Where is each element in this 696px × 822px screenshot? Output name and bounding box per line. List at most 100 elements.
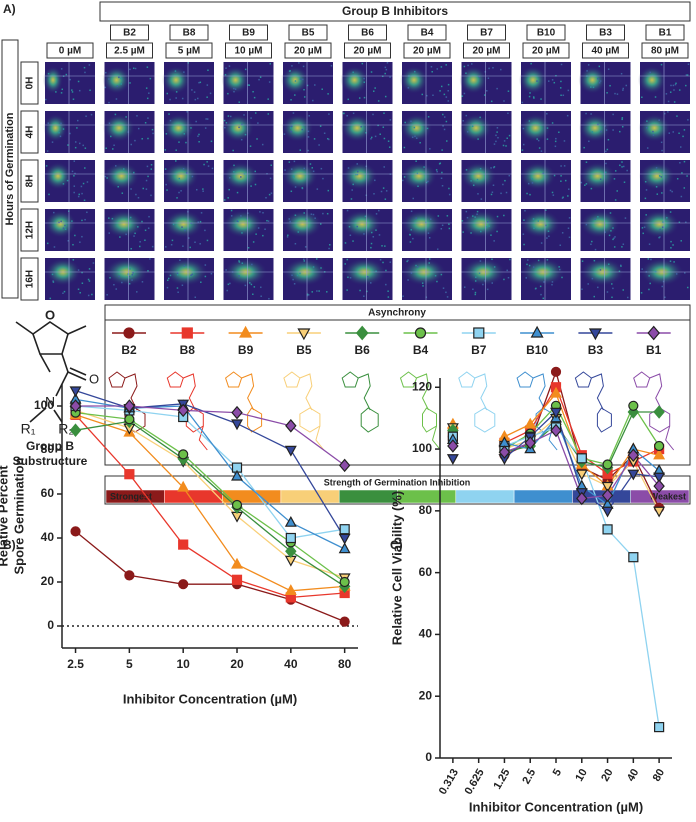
heatmap-dot bbox=[129, 82, 131, 84]
heatmap-dot bbox=[676, 178, 679, 180]
heatmap-dot bbox=[474, 280, 477, 282]
heatmap-dot bbox=[152, 132, 154, 135]
heatmap-dot bbox=[147, 137, 149, 140]
data-point bbox=[178, 449, 189, 460]
heatmap-dot bbox=[496, 87, 498, 90]
heatmap-dot bbox=[614, 92, 616, 95]
heatmap-dot bbox=[84, 71, 86, 74]
heatmap-dot bbox=[560, 180, 562, 182]
heatmap-dot bbox=[119, 236, 121, 238]
heatmap-dot bbox=[141, 138, 143, 140]
heatmap-dot bbox=[346, 258, 349, 261]
x-axis-label: Inhibitor Concentration (µM) bbox=[123, 691, 297, 706]
heatmap-dot bbox=[347, 276, 349, 279]
heatmap-dot bbox=[299, 272, 301, 275]
data-point bbox=[124, 414, 135, 425]
concentration-box bbox=[284, 42, 332, 59]
heatmap bbox=[638, 111, 690, 153]
heatmap-dot bbox=[121, 281, 123, 284]
heatmap-dot bbox=[621, 117, 624, 119]
heatmap-dot bbox=[268, 81, 271, 83]
heatmap-dot bbox=[307, 149, 309, 152]
heatmap-dot bbox=[503, 278, 505, 281]
heatmap-dot bbox=[130, 143, 133, 146]
heatmap-dot bbox=[465, 210, 468, 213]
heatmap-dot bbox=[661, 192, 663, 194]
heatmap-dot bbox=[67, 144, 69, 146]
y-tick-label: 20 bbox=[41, 574, 55, 588]
heatmap-dot bbox=[347, 98, 349, 101]
heatmap-dot bbox=[522, 233, 525, 235]
heatmap-blob bbox=[460, 114, 492, 142]
heatmap-dot bbox=[667, 111, 669, 113]
concentration-box bbox=[641, 42, 689, 59]
compound-label: B8 bbox=[183, 28, 196, 39]
heatmap-dot bbox=[327, 93, 329, 95]
heatmap-dot bbox=[77, 269, 80, 271]
heatmap bbox=[340, 62, 393, 104]
series-line bbox=[75, 405, 345, 539]
heatmap-dot bbox=[607, 68, 610, 70]
heatmap-dot bbox=[356, 173, 359, 176]
concentration-box bbox=[522, 42, 570, 59]
heatmap-blob bbox=[221, 66, 250, 94]
heatmap-dot bbox=[352, 112, 355, 115]
heatmap-dot bbox=[626, 169, 628, 172]
heatmap-dot bbox=[428, 237, 431, 239]
heatmap-dot bbox=[60, 122, 62, 125]
heatmap-dot bbox=[294, 242, 297, 245]
heatmap-dot bbox=[558, 131, 560, 134]
heatmap-dot bbox=[294, 214, 297, 217]
heatmap-dot bbox=[537, 139, 540, 142]
heatmap-dot bbox=[46, 242, 49, 245]
heatmap-dot bbox=[60, 220, 62, 223]
heatmap-dot bbox=[238, 126, 240, 129]
heatmap-dot bbox=[318, 290, 320, 292]
heatmap-dot bbox=[410, 120, 412, 123]
compound-label: B10 bbox=[537, 28, 556, 39]
concentration-label: 2.5 µM bbox=[114, 46, 145, 57]
heatmap-dot bbox=[288, 161, 291, 163]
legend-label: B9 bbox=[238, 343, 254, 357]
heatmap-dot bbox=[366, 275, 369, 278]
heatmap-dot bbox=[426, 127, 429, 130]
heatmap-dot bbox=[187, 237, 190, 239]
data-point bbox=[654, 440, 665, 452]
data-point bbox=[550, 366, 562, 377]
heatmap-blob bbox=[401, 162, 437, 190]
heatmap-dot bbox=[546, 237, 548, 239]
heatmap-dot bbox=[409, 234, 411, 236]
data-point bbox=[524, 417, 537, 429]
heatmap-dot bbox=[233, 164, 235, 167]
heatmap-dot bbox=[145, 179, 148, 182]
heatmap-dot bbox=[81, 271, 83, 274]
heatmap-dot bbox=[247, 84, 249, 86]
heatmap-dot bbox=[465, 72, 467, 74]
heatmap-dot bbox=[77, 80, 80, 83]
heatmap-dot bbox=[252, 293, 254, 296]
heatmap bbox=[44, 160, 95, 202]
heatmap-dot bbox=[665, 93, 668, 95]
heatmap-dot bbox=[307, 294, 310, 296]
heatmap-dot bbox=[139, 245, 141, 248]
heatmap-dot bbox=[144, 122, 147, 124]
heatmap-dot bbox=[197, 135, 199, 137]
heatmap-dot bbox=[563, 165, 566, 167]
heatmap-dot bbox=[73, 191, 75, 194]
heatmap-dot bbox=[128, 275, 131, 278]
heatmap-dot bbox=[83, 199, 86, 202]
heatmap-dot bbox=[55, 91, 57, 93]
heatmap-dot bbox=[621, 118, 623, 121]
heatmap-blob bbox=[638, 66, 666, 94]
heatmap-dot bbox=[321, 88, 323, 90]
heatmap-dot bbox=[463, 286, 466, 288]
heatmap-blob bbox=[578, 66, 607, 94]
series-line bbox=[75, 405, 346, 466]
x-tick-label: 1.25 bbox=[491, 767, 512, 792]
chain bbox=[649, 373, 663, 411]
heatmap-dot bbox=[150, 164, 153, 166]
heatmap-dot bbox=[605, 129, 608, 131]
heatmap-dot bbox=[46, 150, 49, 152]
heatmap-dot bbox=[613, 237, 615, 239]
heatmap-dot bbox=[608, 263, 610, 265]
